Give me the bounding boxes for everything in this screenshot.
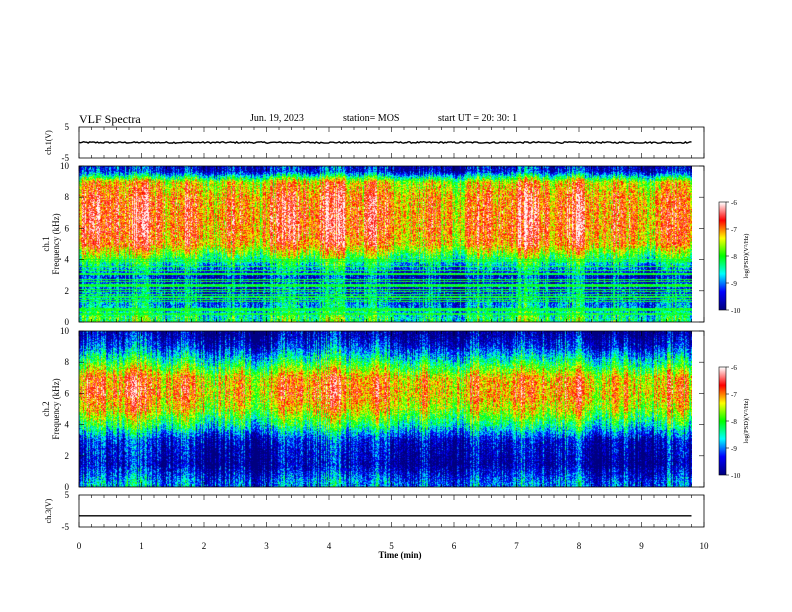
colorbar-tick-label: -10 (731, 472, 741, 480)
y-tick-label: 8 (65, 192, 70, 202)
y-tick-label: 6 (65, 388, 70, 398)
colorbar-tick-label: -8 (731, 253, 737, 261)
chart-title: VLF Spectra (79, 112, 141, 126)
x-tick-label: 6 (452, 541, 457, 551)
y-axis-label: ch.1 (41, 236, 51, 251)
y-axis-label: Frequency (kHz) (51, 378, 61, 439)
y-tick-label: -5 (62, 153, 70, 163)
colorbar-label: log(PSD)(V²/Hz) (743, 234, 750, 279)
ch1-waveform-trace (78, 140, 692, 145)
y-axis-label: Frequency (kHz) (51, 213, 61, 274)
x-tick-label: 4 (327, 541, 332, 551)
y-tick-label: 10 (60, 161, 70, 171)
y-tick-label: 2 (65, 286, 70, 296)
ch1-spectrogram-image (79, 166, 692, 322)
y-tick-label: 8 (65, 357, 70, 367)
y-axis-label: ch.1(V) (44, 130, 53, 155)
colorbar-tick-label: -7 (731, 391, 737, 399)
x-tick-label: 1 (139, 541, 144, 551)
y-axis-label: ch.2 (41, 401, 51, 416)
y-tick-label: 0 (65, 482, 70, 492)
colorbar-tick-label: -9 (731, 445, 737, 453)
y-tick-label: 4 (65, 420, 70, 430)
y-tick-label: 10 (60, 326, 70, 336)
colorbar-label: log(PSD)(V²/Hz) (743, 399, 750, 444)
y-tick-label: -5 (62, 522, 70, 532)
y-tick-label: 5 (65, 490, 70, 500)
x-tick-label: 0 (77, 541, 82, 551)
colorbar-tick-label: -7 (731, 226, 737, 234)
x-tick-label: 8 (577, 541, 582, 551)
ch1-spectrogram-colorbar (719, 202, 726, 310)
ch2-spectrogram-colorbar (719, 367, 726, 475)
ch2-spectrogram-image (79, 331, 692, 487)
y-tick-label: 2 (65, 451, 70, 461)
x-tick-label: 5 (389, 541, 394, 551)
y-tick-label: 5 (65, 122, 70, 132)
x-axis-label: Time (min) (378, 550, 421, 560)
x-tick-label: 10 (700, 541, 710, 551)
colorbar-tick-label: -6 (731, 364, 737, 372)
y-axis-label: ch.3(V) (44, 498, 53, 523)
x-tick-label: 3 (264, 541, 269, 551)
colorbar-tick-label: -6 (731, 199, 737, 207)
y-tick-label: 0 (65, 317, 70, 327)
y-tick-label: 4 (65, 255, 70, 265)
y-tick-label: 6 (65, 223, 70, 233)
colorbar-tick-label: -10 (731, 307, 741, 315)
x-tick-label: 9 (639, 541, 644, 551)
x-tick-label: 2 (202, 541, 207, 551)
x-tick-label: 7 (514, 541, 519, 551)
colorbar-tick-label: -8 (731, 418, 737, 426)
colorbar-tick-label: -9 (731, 280, 737, 288)
station-label: station= MOS (343, 113, 400, 124)
start-time-label: start UT = 20: 30: 1 (438, 113, 518, 124)
date-label: Jun. 19, 2023 (250, 113, 304, 124)
